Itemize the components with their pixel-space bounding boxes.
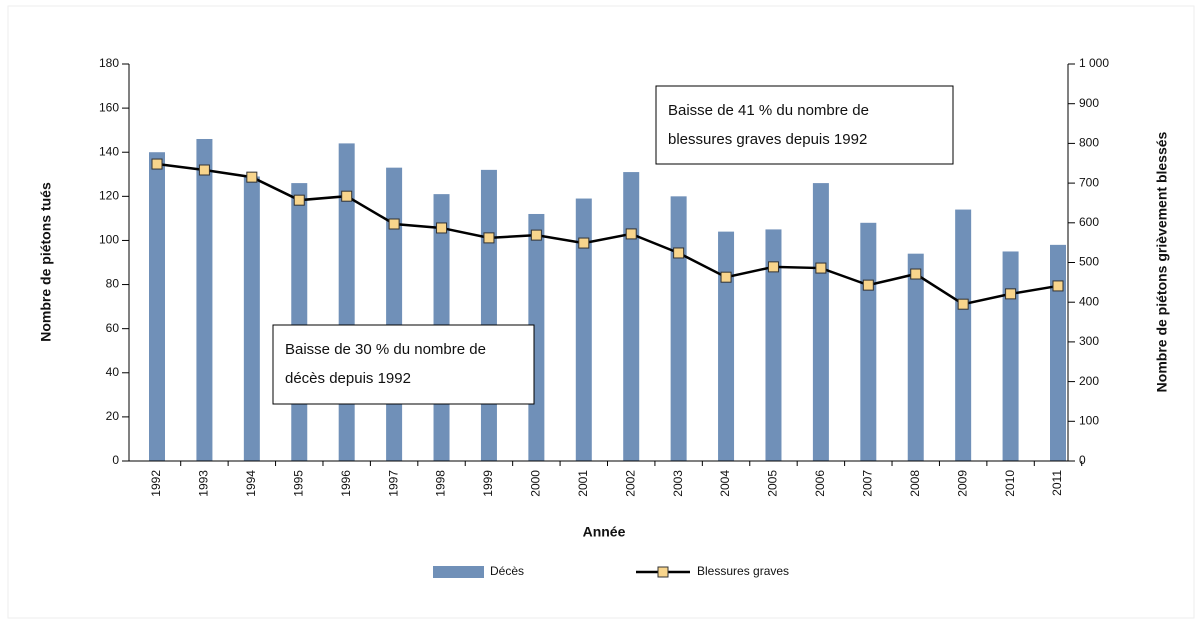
y-tick-label: 0 [112,453,119,467]
marker [910,268,922,280]
legend-swatch [433,566,484,578]
bar [575,198,592,462]
y-tick-label: 140 [99,144,119,158]
marker [483,232,495,244]
y2-tick-label: 800 [1079,136,1099,150]
bar [718,231,735,461]
x-tick-label: 1994 [244,470,258,497]
x-tick-label: 2009 [955,470,969,497]
legend-label: Décès [490,564,524,578]
marker [246,171,258,183]
marker [720,271,732,283]
bar [623,172,640,462]
marker [957,298,969,310]
y2-tick-label: 500 [1079,255,1099,269]
marker [1052,280,1064,292]
x-tick-label: 2004 [718,470,732,497]
y-tick-label: 100 [99,233,119,247]
x-tick-label: 1993 [197,470,211,497]
marker [151,158,163,170]
frame [7,5,1195,619]
x-tick-label: 2003 [671,470,685,497]
marker [293,194,305,206]
marker [862,279,874,291]
bar [812,183,829,461]
y-tick-label: 60 [106,321,120,335]
y-tick-label: 20 [106,409,120,423]
marker [1005,288,1017,300]
x-axis-title: Année [583,524,626,540]
x-tick-label: 2000 [529,470,543,497]
y2-tick-label: 900 [1079,96,1099,110]
bar [1002,251,1019,461]
x-tick-label: 2008 [908,470,922,497]
bar [149,152,165,461]
y-tick-label: 80 [106,277,120,291]
x-tick-label: 1996 [339,470,353,497]
x-tick-label: 2001 [576,470,590,497]
x-tick-label: 2006 [813,470,827,497]
x-tick-label: 2010 [1003,470,1017,497]
marker [436,222,448,234]
x-tick-label: 1992 [149,470,163,497]
x-tick-label: 2005 [766,470,780,497]
x-tick-label: 1998 [434,470,448,497]
annotation-text: Baisse de 41 % du nombre de [668,102,869,119]
bar [291,183,308,461]
legend-marker [657,566,669,578]
bar [860,222,877,461]
y-axis-title: Nombre de piétons tués [38,182,54,342]
bar [196,138,213,461]
y2-tick-label: 700 [1079,175,1099,189]
annotation-text: décès depuis 1992 [285,370,411,387]
y-tick-label: 160 [99,100,119,114]
y2-axis-title: Nombre de piétons grièvement blessés [1154,131,1170,392]
marker [673,247,685,259]
annotation-text: blessures graves depuis 1992 [668,131,867,148]
bar [765,229,782,461]
marker [341,190,353,202]
y2-tick-label: 600 [1079,215,1099,229]
x-tick-label: 1995 [291,470,305,497]
marker [815,262,827,274]
x-tick-label: 1997 [386,470,400,497]
y2-tick-label: 300 [1079,334,1099,348]
bar [670,196,687,462]
y2-tick-label: 0 [1079,453,1086,467]
bar [955,209,972,461]
legend-label: Blessures graves [697,564,789,578]
bar [386,167,403,461]
y2-tick-label: 200 [1079,374,1099,388]
x-tick-label: 2011 [1050,470,1064,496]
y2-tick-label: 400 [1079,294,1099,308]
bar [1050,244,1066,461]
marker [388,218,400,230]
y-tick-label: 120 [99,189,119,203]
y-tick-label: 180 [99,56,119,70]
bar [243,176,260,461]
annotation-text: Baisse de 30 % du nombre de [285,341,486,358]
x-tick-label: 1999 [481,470,495,497]
bar [907,253,924,461]
y2-tick-label: 100 [1079,413,1099,427]
bar [480,169,497,461]
marker [530,229,542,241]
x-tick-label: 2002 [623,470,637,497]
marker [198,164,210,176]
line [156,162,1059,306]
y2-tick-label: 1 000 [1079,56,1109,70]
annotation-box [272,324,535,405]
marker [767,261,779,273]
x-tick-label: 2007 [860,470,874,497]
marker [578,237,590,249]
annotation-box [655,85,954,165]
y-tick-label: 40 [106,365,120,379]
marker [625,228,637,240]
